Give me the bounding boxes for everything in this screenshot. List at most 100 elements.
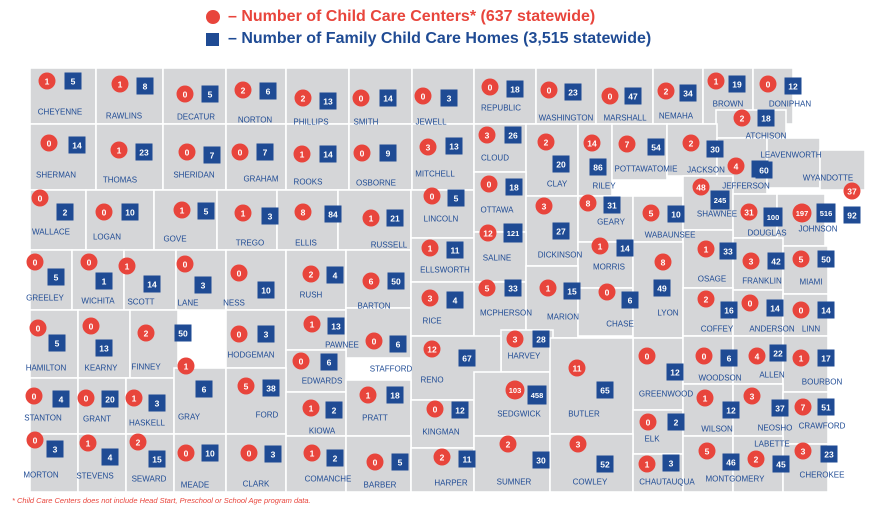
center-count: 0: [183, 90, 188, 100]
child-care-center-marker: [303, 315, 321, 333]
center-count: 6: [369, 277, 374, 287]
home-count: 86: [593, 163, 603, 173]
county-name-label: CLARK: [243, 480, 270, 489]
county-group-ottawa: 0 18 OTTAWA: [480, 175, 523, 215]
child-care-center-marker: [110, 141, 128, 159]
family-child-care-home-marker: [143, 275, 161, 293]
home-count: 65: [600, 386, 610, 396]
home-count: 14: [147, 280, 157, 290]
child-care-center-marker: [743, 387, 761, 405]
family-child-care-home-marker: [148, 450, 166, 468]
family-child-care-home-marker: [817, 301, 835, 319]
child-care-center-marker: [740, 203, 758, 221]
child-care-center-marker: [748, 347, 766, 365]
family-child-care-home-marker: [563, 282, 581, 300]
center-count: 2: [664, 87, 669, 97]
child-care-center-marker: [638, 455, 656, 473]
family-child-care-home-marker: [706, 140, 724, 158]
county-name-label: WABAUNSEE: [645, 231, 696, 240]
child-care-center-marker: [741, 294, 759, 312]
family-child-care-home-marker: [325, 401, 343, 419]
county-group-johnson: 197 516 JOHNSON: [792, 203, 838, 234]
county-name-label: GREENWOOD: [639, 390, 693, 399]
home-count: 33: [723, 247, 733, 257]
county-name-label: KEARNY: [85, 364, 119, 373]
county-name-label: CHAUTAUQUA: [639, 478, 695, 487]
center-count: 7: [625, 140, 630, 150]
county-name-label: COWLEY: [573, 478, 608, 487]
center-count: 1: [117, 146, 122, 156]
child-care-center-marker: [506, 330, 524, 348]
family-child-care-home-marker: [506, 80, 524, 98]
county-name-label: OTTAWA: [480, 206, 514, 215]
county-marion: [525, 265, 579, 339]
county-name-label: BARBER: [364, 481, 397, 490]
home-count: 458: [531, 391, 544, 400]
county-ford: [225, 367, 287, 435]
county-group-greenwood: 0 12 GREENWOOD: [638, 347, 693, 399]
family-child-care-home-marker: [817, 349, 835, 367]
child-care-center-marker: [639, 413, 657, 431]
child-care-center-marker: [111, 75, 129, 93]
child-care-center-marker: [29, 319, 47, 337]
center-count: 0: [430, 192, 435, 202]
county-group-pawnee: 1 13 PAWNEE: [303, 315, 359, 350]
family-child-care-home-marker: [262, 379, 280, 397]
home-count: 13: [331, 322, 341, 332]
county-name-label: TREGO: [236, 239, 264, 248]
family-child-care-home-marker: [320, 353, 338, 371]
family-child-care-home-marker: [552, 222, 570, 240]
county-group-montgomery: 5 46 MONTGOMERY: [698, 442, 765, 484]
county-group-decatur: 0 5 DECATUR: [176, 85, 219, 122]
county-group-crawford: 7 51 CRAWFORD: [794, 398, 846, 431]
child-care-center-marker: [31, 189, 49, 207]
center-count: 1: [184, 362, 189, 372]
home-count: 26: [508, 131, 518, 141]
county-rice: [410, 281, 475, 337]
center-count: 0: [238, 148, 243, 158]
county-name-label: GRAY: [178, 413, 201, 422]
home-count: 23: [139, 148, 149, 158]
county-group-stevens: 1 4 STEVENS: [76, 434, 119, 481]
home-count: 8: [143, 82, 148, 92]
child-care-center-marker: [423, 187, 441, 205]
child-care-center-marker: [366, 453, 384, 471]
home-count: 12: [788, 82, 798, 92]
child-care-center-marker: [176, 255, 194, 273]
child-care-center-marker: [25, 387, 43, 405]
family-child-care-home-marker: [769, 344, 787, 362]
center-count: 3: [513, 335, 518, 345]
county-group-rush: 2 4 RUSH: [300, 265, 344, 300]
center-count: 0: [33, 258, 38, 268]
center-count: 5: [244, 382, 249, 392]
county-group-allen: 4 22 ALLEN: [748, 344, 787, 380]
county-name-label: CHEYENNE: [38, 108, 82, 117]
county-name-label: MIAMI: [799, 278, 822, 287]
county-name-label: CLOUD: [481, 154, 509, 163]
center-count: 0: [33, 436, 38, 446]
home-count: 30: [710, 145, 720, 155]
center-count: 4: [734, 162, 739, 172]
family-child-care-home-marker: [261, 207, 279, 225]
county-name-label: LANE: [178, 299, 199, 308]
county-group-russell: 1 21 RUSSELL: [362, 209, 408, 250]
center-count: 3: [576, 440, 581, 450]
family-child-care-home-marker: [319, 145, 337, 163]
county-group-osborne: 0 9 OSBORNE: [353, 144, 397, 188]
county-group-phillips: 2 13 PHILLIPS: [293, 89, 337, 127]
county-name-label: MORRIS: [593, 263, 625, 272]
child-care-center-marker: [177, 444, 195, 462]
legend-homes-label: – Number of Family Child Care Homes (3,5…: [228, 30, 652, 47]
child-care-center-marker: [692, 178, 710, 196]
child-care-center-marker: [173, 201, 191, 219]
county-name-label: HAMILTON: [26, 364, 67, 373]
center-count: 1: [369, 214, 374, 224]
center-count: 0: [247, 449, 252, 459]
home-count: 13: [323, 97, 333, 107]
home-count: 516: [820, 209, 833, 218]
county-group-norton: 2 6 NORTON: [234, 81, 277, 125]
child-care-center-marker: [682, 134, 700, 152]
center-count: 1: [132, 394, 137, 404]
home-count: 245: [714, 196, 727, 205]
